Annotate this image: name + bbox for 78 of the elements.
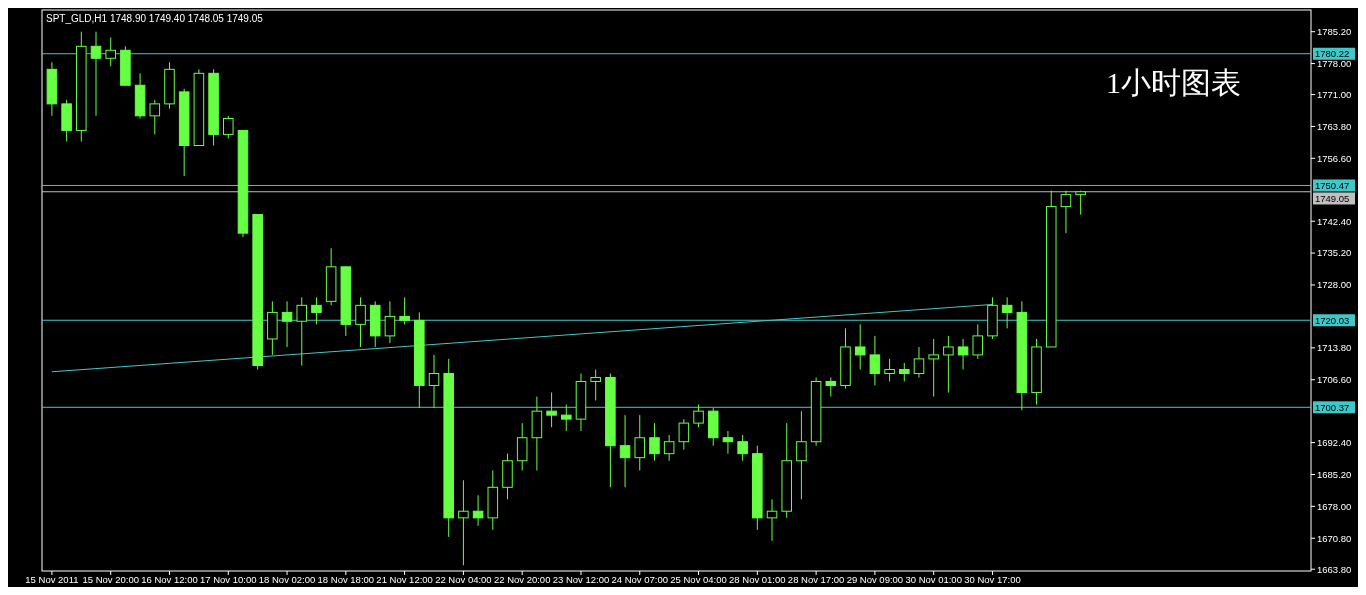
candlestick [972, 323, 984, 360]
candlestick [619, 414, 631, 488]
candlestick [825, 377, 837, 398]
candlestick [516, 422, 528, 471]
x-tick-label: 21 Nov 12:00 [376, 574, 433, 585]
candlestick [854, 323, 866, 371]
candlestick [296, 296, 308, 367]
y-tick-label: 1685.20 [1317, 468, 1352, 480]
chart-title: SPT_GLD,H1 1748.90 1749.40 1748.05 1749.05 [46, 13, 264, 24]
y-tick-label: 1670.80 [1317, 532, 1352, 544]
x-tick-label: 24 Nov 07:00 [611, 574, 669, 585]
candlestick [472, 494, 484, 527]
candlestick [428, 354, 440, 409]
candlestick [869, 335, 881, 386]
y-tick-label: 1763.80 [1317, 120, 1352, 132]
y-tick-label: 1706.60 [1317, 374, 1352, 386]
annotation: 1小时图表 [1106, 66, 1241, 99]
candlestick [223, 115, 234, 139]
x-tick-label: 17 Nov 10:00 [200, 574, 257, 585]
y-tick-label: 1735.20 [1317, 247, 1352, 259]
x-tick-label: 30 Nov 17:00 [964, 574, 1021, 585]
candlestick [737, 434, 748, 462]
x-tick-label: 15 Nov 20:00 [82, 574, 139, 585]
y-tick-label: 1742.40 [1317, 215, 1352, 227]
y-tick-label: 1663.80 [1317, 563, 1352, 575]
x-tick-label: 15 Nov 2011 [25, 574, 79, 585]
x-tick-label: 22 Nov 20:00 [493, 574, 551, 585]
y-tick-label: 1778.00 [1317, 57, 1352, 69]
candlestick [913, 346, 925, 379]
candlestick [678, 418, 690, 451]
y-tick-label: 1771.00 [1317, 88, 1352, 100]
x-tick-label: 23 Nov 12:00 [552, 574, 610, 585]
candlestick [105, 36, 116, 67]
candlestick [311, 296, 322, 325]
candlestick [722, 430, 734, 455]
ref-line-label: 1720.03 [1315, 314, 1350, 326]
candlestick [384, 300, 396, 344]
candlestick [546, 392, 557, 428]
candlestick [399, 296, 410, 325]
candlestick [649, 422, 660, 462]
candlestick [281, 300, 293, 348]
x-tick-label: 25 Nov 04:00 [670, 574, 727, 585]
candlestick [1001, 296, 1013, 329]
candlestick [149, 99, 161, 135]
candlestick [957, 338, 969, 371]
candlestick [458, 479, 469, 566]
candlestick [928, 338, 939, 398]
ref-line-label: 1780.22 [1315, 48, 1350, 60]
y-tick-label: 1678.00 [1317, 500, 1352, 512]
candlestick [1060, 190, 1072, 234]
x-tick-label: 28 Nov 17:00 [787, 574, 845, 585]
candlestick [561, 404, 572, 432]
candlestick [766, 498, 778, 542]
y-tick-label: 1756.60 [1317, 152, 1352, 164]
candlestick [90, 31, 102, 117]
y-tick-label: 1728.00 [1317, 279, 1352, 291]
x-tick-label: 18 Nov 02:00 [258, 574, 316, 585]
ref-line-label: 1750.47 [1315, 179, 1350, 191]
y-tick-label: 1692.40 [1317, 436, 1352, 448]
candlestick [899, 362, 910, 382]
x-tick-label: 28 Nov 01:00 [729, 574, 786, 585]
x-tick-label: 18 Nov 18:00 [317, 574, 375, 585]
y-tick-label: 1785.20 [1317, 26, 1352, 38]
candlestick [663, 434, 675, 462]
candlestick [943, 335, 954, 394]
candlestick [590, 369, 601, 402]
x-tick-label: 22 Nov 04:00 [435, 574, 492, 585]
candlestick [884, 358, 895, 382]
candlestick [634, 414, 646, 471]
x-tick-label: 29 Nov 09:00 [846, 574, 904, 585]
ref-line-label: 1749.05 [1315, 192, 1350, 204]
candlestick [693, 404, 704, 428]
x-tick-label: 30 Nov 01:00 [905, 574, 962, 585]
y-tick-label: 1713.80 [1317, 342, 1352, 354]
candlestick [796, 410, 807, 500]
x-tick-label: 16 Nov 12:00 [141, 574, 198, 585]
candlestick [355, 296, 366, 348]
ref-line-label: 1700.37 [1315, 401, 1350, 413]
